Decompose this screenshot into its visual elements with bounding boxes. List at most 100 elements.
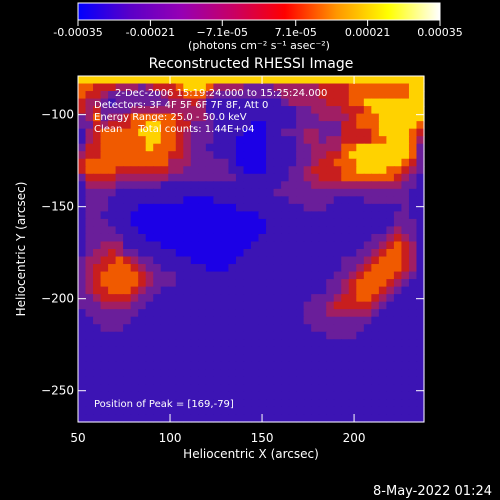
heatmap-cell xyxy=(326,98,335,107)
heatmap-cell xyxy=(243,151,252,160)
heatmap-cell xyxy=(205,316,214,325)
heatmap-cell xyxy=(311,121,320,130)
heatmap-cell xyxy=(190,158,199,167)
heatmap-cell xyxy=(251,399,260,408)
heatmap-cell xyxy=(408,256,418,265)
heatmap-cell xyxy=(318,361,327,370)
heatmap-cell xyxy=(326,271,335,280)
heatmap-cell xyxy=(378,271,387,280)
heatmap-cell xyxy=(303,354,312,363)
heatmap-cell xyxy=(243,376,252,385)
heatmap-cell xyxy=(356,143,365,152)
heatmap-cell xyxy=(145,188,154,197)
heatmap-cell xyxy=(115,301,124,310)
heatmap-cell xyxy=(311,196,320,205)
heatmap-cell xyxy=(235,233,245,243)
heatmap-cell xyxy=(85,121,94,130)
heatmap-cell xyxy=(401,181,410,190)
heatmap-cell xyxy=(401,241,410,250)
heatmap-cell xyxy=(145,264,154,273)
heatmap-cell xyxy=(288,241,297,250)
heatmap-cell xyxy=(341,361,350,370)
heatmap-cell xyxy=(183,241,192,250)
heatmap-cell xyxy=(198,241,207,250)
heatmap-cell xyxy=(213,143,222,152)
heatmap-cell xyxy=(341,369,350,378)
heatmap-cell xyxy=(341,76,350,85)
heatmap-cell xyxy=(296,264,305,273)
heatmap-cell xyxy=(416,309,425,318)
heatmap-cell xyxy=(138,181,147,190)
heatmap-cell xyxy=(326,211,335,220)
heatmap-cell xyxy=(85,226,94,235)
heatmap-cell xyxy=(371,121,380,130)
heatmap-cell xyxy=(408,414,418,423)
chart-title: Reconstructed RHESSI Image xyxy=(149,56,354,72)
heatmap-cell xyxy=(160,414,169,423)
heatmap-cell xyxy=(348,286,357,295)
heatmap-cell xyxy=(198,406,207,416)
heatmap-cell xyxy=(108,143,117,152)
heatmap-cell xyxy=(326,173,335,182)
heatmap-cell xyxy=(416,346,425,355)
heatmap-cell xyxy=(243,316,252,325)
heatmap-cell xyxy=(341,324,350,333)
heatmap-cell xyxy=(251,316,260,325)
annotation-time-range: 2-Dec-2006 15:19:24.000 to 15:25:24.000 xyxy=(115,88,327,99)
heatmap-cell xyxy=(266,354,275,363)
heatmap-cell xyxy=(333,106,342,115)
annotations: 2-Dec-2006 15:19:24.000 to 15:25:24.000 … xyxy=(94,88,327,410)
heatmap-cell xyxy=(190,309,199,318)
heatmap-cell xyxy=(266,173,275,182)
heatmap-cell xyxy=(153,414,162,423)
heatmap-cell xyxy=(348,316,357,325)
heatmap-cell xyxy=(303,256,312,265)
heatmap-cell xyxy=(378,106,387,115)
heatmap-cell xyxy=(183,166,192,175)
heatmap-cell xyxy=(198,256,207,265)
heatmap-cell xyxy=(416,106,425,115)
heatmap-cell xyxy=(318,346,327,355)
heatmap-cell xyxy=(266,76,275,85)
annotation-peak-position: Position of Peak = [169,-79] xyxy=(94,399,234,410)
heatmap-cell xyxy=(408,83,418,92)
heatmap-cell xyxy=(108,188,117,197)
heatmap-cell xyxy=(371,316,380,325)
heatmap-cell xyxy=(258,218,267,228)
heatmap-cell xyxy=(371,376,380,385)
heatmap-cell xyxy=(416,121,425,130)
heatmap-cell xyxy=(408,309,418,318)
heatmap-cell xyxy=(228,196,237,205)
heatmap-cell xyxy=(273,121,282,130)
heatmap-cell xyxy=(273,399,282,408)
heatmap-cell xyxy=(190,218,199,228)
heatmap-cell xyxy=(235,249,245,258)
annotation-energy-range: Energy Range: 25.0 - 50.0 keV xyxy=(94,112,247,123)
heatmap-cell xyxy=(123,121,132,130)
heatmap-cell xyxy=(190,98,199,107)
heatmap-cell xyxy=(311,218,320,228)
heatmap-cell xyxy=(235,301,245,310)
heatmap-cell xyxy=(108,113,117,122)
heatmap-cell xyxy=(296,316,305,325)
heatmap-cell xyxy=(371,151,380,160)
heatmap-cell xyxy=(78,331,87,340)
heatmap-cell xyxy=(100,91,109,100)
heatmap-cell xyxy=(401,113,410,122)
heatmap-cell xyxy=(190,249,199,258)
heatmap-cell xyxy=(183,188,192,197)
heatmap-cell xyxy=(296,249,305,258)
heatmap-cell xyxy=(153,309,162,318)
heatmap-cell xyxy=(85,188,94,197)
heatmap-cell xyxy=(220,158,230,167)
heatmap-cell xyxy=(258,241,267,250)
heatmap-cell xyxy=(416,256,425,265)
heatmap-cell xyxy=(356,391,365,401)
heatmap-cell xyxy=(78,203,87,212)
heatmap-cell xyxy=(416,211,425,220)
heatmap-cell xyxy=(266,188,275,197)
heatmap-cell xyxy=(108,121,117,130)
heatmap-cell xyxy=(115,256,124,265)
heatmap-cell xyxy=(123,151,132,160)
heatmap-cell xyxy=(205,241,214,250)
